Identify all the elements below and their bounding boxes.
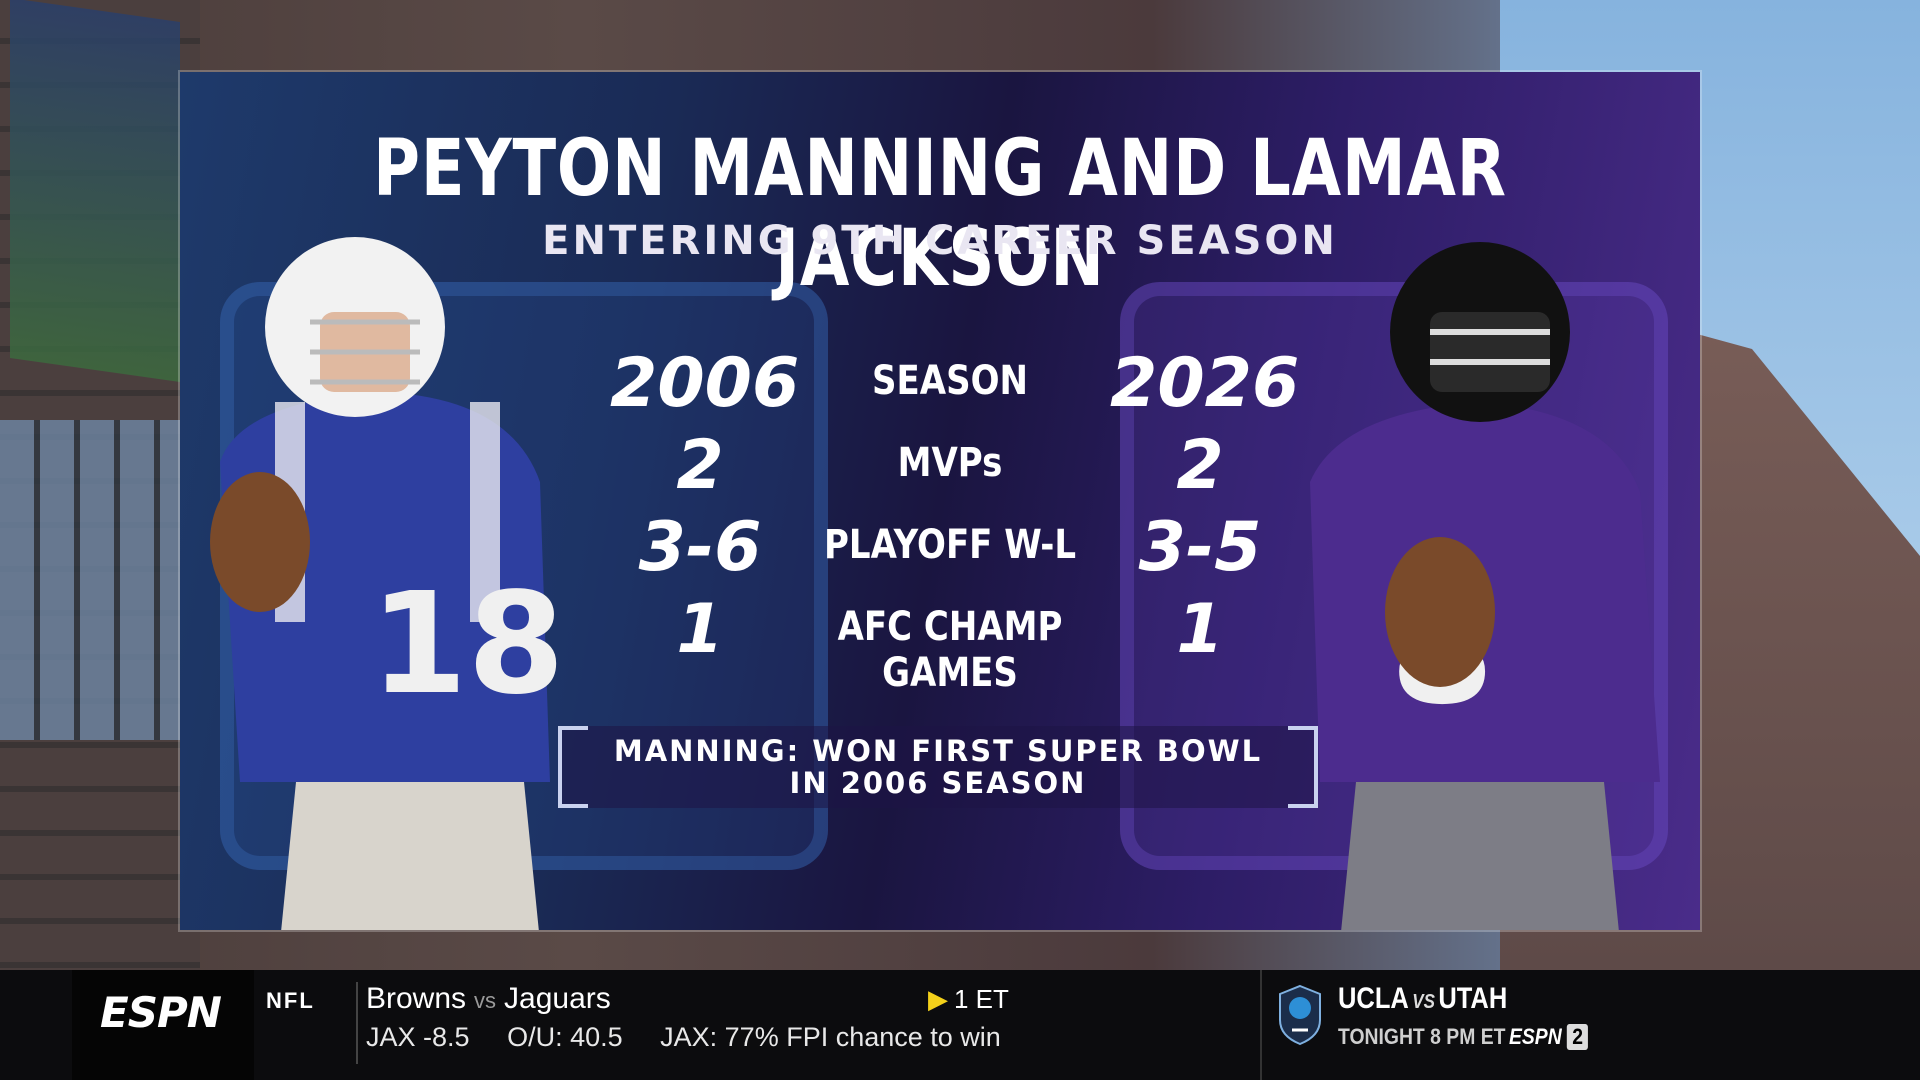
away-team: Browns [366,982,467,1015]
manning-value: 3-6 [638,508,762,587]
kickoff-time: 1 ET [954,984,1009,1014]
espn-logo: ESPN [100,988,222,1037]
league-label: NFL [266,988,315,1013]
lamar-jackson-image: 8 [1310,242,1660,930]
comparison-graphic: 18 8 PEYTON MANNING AND LAMAR JACKSON EN… [180,72,1700,930]
manning-value: 2006 [610,344,800,423]
jackson-value: 3-5 [1138,508,1262,587]
network-logo-box [72,970,254,1080]
stat-label: MVPs [897,440,1003,486]
promo-channel-badge: 2 [1566,1024,1589,1050]
stat-label: SEASON [872,358,1028,404]
bottom-ticker: ESPN NFL Browns vs Jaguars ▶ 1 ET JAX -8.5 … [0,970,1920,1080]
graphic-subtitle: ENTERING 9TH CAREER SEASON [542,218,1338,264]
play-arrow-icon: ▶ [928,984,948,1014]
stat-row-season: 2006 SEASON 2026 [180,344,1700,424]
promo-time: TONIGHT 8 PM ET [1338,1024,1506,1049]
stat-row-mvps: 2 MVPs 2 [180,426,1700,506]
ncaa-shield-icon [1279,984,1321,1046]
fpi-projection: JAX: 77% FPI chance to win [660,1022,1001,1052]
promo-network: ESPN [1508,1024,1562,1049]
over-under: O/U: 40.5 [507,1022,623,1052]
callout-box: MANNING: WON FIRST SUPER BOWL IN 2006 SE… [558,726,1318,808]
promo-schedule: TONIGHT 8 PM ET ESPN 2 [1338,1024,1589,1050]
stat-row-afc-champ: 1 AFC CHAMP GAMES 1 [180,590,1700,696]
callout-line-1: MANNING: WON FIRST SUPER BOWL [613,734,1263,768]
stat-row-playoffs: 3-6 PLAYOFF W-L 3-5 [180,508,1700,588]
manning-value: 1 [676,590,724,669]
promo-team-1: UCLA [1338,982,1409,1015]
promo-matchup: UCLA VS UTAH [1338,982,1507,1016]
stadium-banner [10,0,180,382]
graphic-title: PEYTON MANNING AND LAMAR JACKSON [373,124,1507,304]
promo-vs: VS [1412,991,1435,1013]
peyton-manning-image: 18 [210,237,565,930]
jackson-value: 2 [1176,426,1224,505]
betting-line: JAX -8.5 O/U: 40.5 JAX: 77% FPI chance t… [366,1022,1031,1053]
svg-text:18: 18 [370,563,565,726]
ticker-divider [1260,970,1262,1080]
jackson-value: 1 [1176,590,1224,669]
stat-label: PLAYOFF W-L [824,522,1076,568]
promo-team-2: UTAH [1438,982,1508,1015]
jackson-value: 2026 [1110,344,1300,423]
ticker-divider [356,982,358,1064]
home-team: Jaguars [504,982,611,1015]
manning-value: 2 [676,426,724,505]
vs-label: vs [474,988,497,1013]
stat-label: AFC CHAMP GAMES [837,604,1063,696]
matchup: Browns vs Jaguars [366,982,611,1016]
stadium-windows [0,420,180,740]
callout-line-2: IN 2006 SEASON [789,766,1087,800]
spread: JAX -8.5 [366,1022,470,1052]
game-time: ▶ 1 ET [928,984,1009,1015]
